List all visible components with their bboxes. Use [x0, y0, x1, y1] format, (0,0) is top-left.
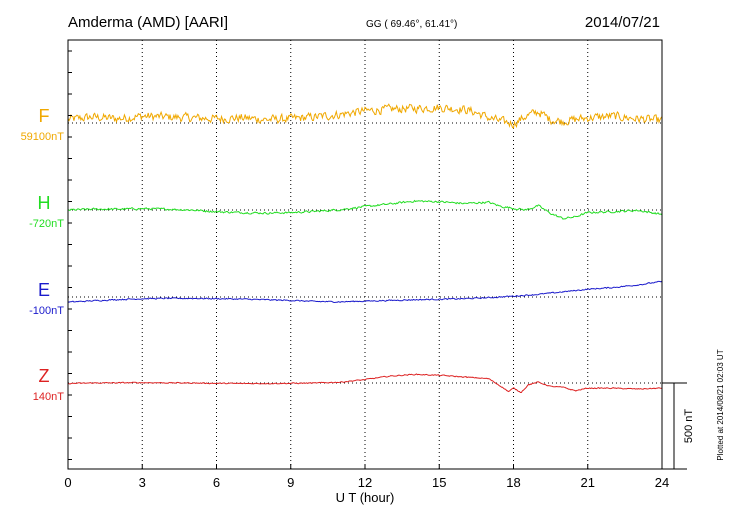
x-axis-label: U T (hour): [336, 490, 395, 505]
chart-date: 2014/07/21: [585, 14, 660, 31]
scale-bar-label: 500 nT: [683, 409, 695, 444]
scale-bar: 500 nT: [662, 382, 695, 470]
series-label-e: E: [38, 280, 50, 300]
x-tick-label: 6: [213, 475, 220, 490]
x-axis-ticks: 0 3 6 9 12 15 18 21 24: [64, 50, 669, 490]
series-baseline-f: 59100nT: [21, 131, 65, 143]
series-baseline-z: 140nT: [33, 391, 64, 403]
plotted-timestamp: Plotted at 2014/08/21 02:03 UT: [716, 349, 725, 460]
x-tick-label: 9: [287, 475, 294, 490]
trace-h: [67, 199, 663, 220]
x-tick-label: 12: [358, 475, 372, 490]
station-title: Amderma (AMD) [AARI]: [68, 14, 228, 31]
trace-f: [67, 103, 663, 129]
series-baseline-h: -720nT: [29, 218, 64, 230]
x-tick-label: 3: [139, 475, 146, 490]
x-tick-label: 24: [655, 475, 669, 490]
x-tick-label: 21: [581, 475, 595, 490]
series-label-h: H: [38, 193, 51, 213]
x-tick-label: 15: [432, 475, 446, 490]
trace-z: [67, 373, 663, 393]
data-traces: [67, 103, 663, 393]
x-tick-label: 0: [64, 475, 71, 490]
x-tick-label: 18: [506, 475, 520, 490]
grid-lines: [68, 40, 662, 469]
trace-e: [67, 280, 663, 304]
series-label-z: Z: [39, 366, 50, 386]
station-coordinates: GG ( 69.46°, 61.41°): [366, 19, 457, 30]
component-labels: F 59100nT H -720nT E -100nT Z 140nT: [21, 106, 65, 403]
series-label-f: F: [39, 106, 50, 126]
series-baseline-e: -100nT: [29, 305, 64, 317]
